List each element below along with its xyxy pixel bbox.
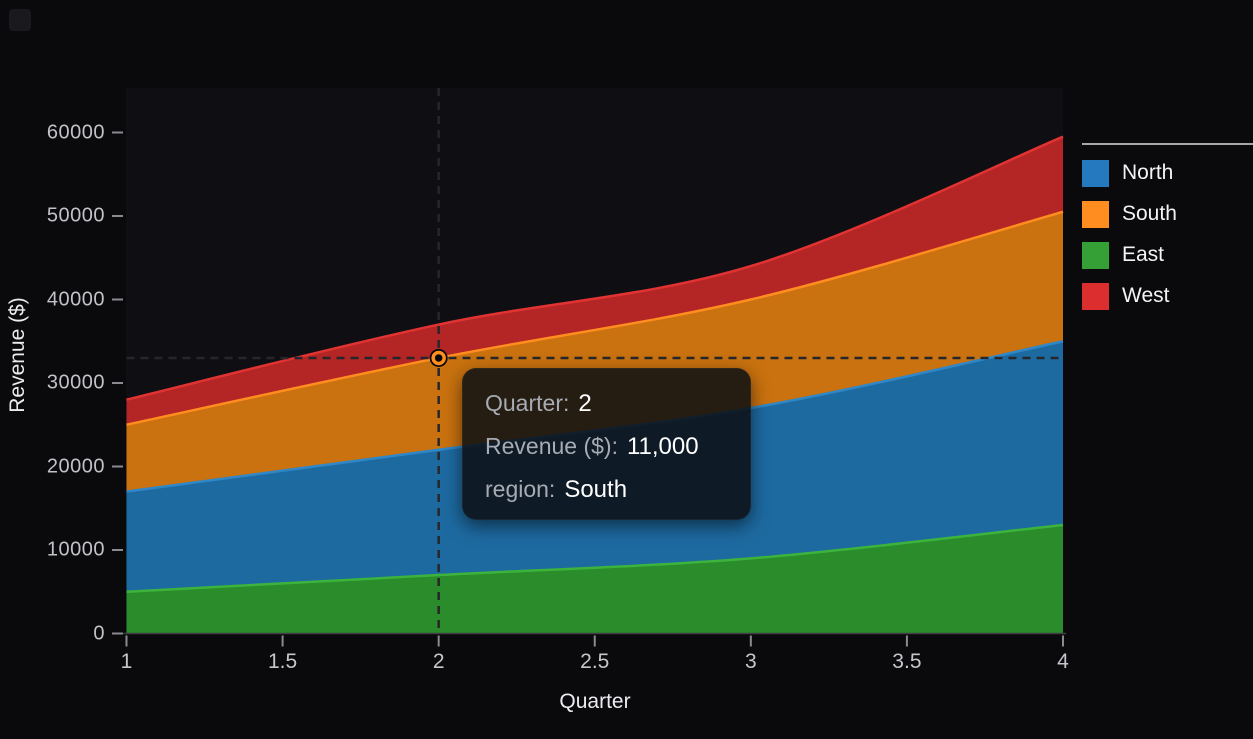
- tooltip-value: South: [564, 475, 628, 503]
- legend-item-north[interactable]: North: [1082, 159, 1253, 187]
- tooltip: Quarter: 2 Revenue ($): 11,000 region: S…: [462, 368, 751, 520]
- legend-label-north: North: [1122, 161, 1174, 184]
- area-line-east: [126, 523, 1064, 593]
- x-tick-label: 4: [1057, 650, 1069, 673]
- legend-label-south: South: [1122, 202, 1177, 225]
- tooltip-row-quarter: Quarter: 2: [485, 382, 750, 425]
- tooltip-label: Quarter:: [485, 390, 570, 416]
- x-tick-label: 2.5: [580, 650, 610, 673]
- x-tick-label: 3: [744, 650, 757, 673]
- x-tick-label: 2: [432, 650, 445, 673]
- x-tick-label: 3.5: [892, 650, 922, 673]
- legend-swatch-south: [1082, 200, 1109, 228]
- tooltip-label: region:: [485, 476, 556, 502]
- legend: North South East West: [1082, 143, 1253, 323]
- y-tick-label: 30000: [46, 371, 105, 394]
- y-tick-label: 50000: [46, 204, 105, 227]
- tooltip-value: 2: [578, 389, 592, 417]
- y-axis-title: Revenue ($): [6, 297, 29, 413]
- y-tick-label: 10000: [46, 538, 105, 561]
- y-tick-label: 40000: [46, 288, 105, 310]
- y-tick-label: 60000: [46, 121, 105, 143]
- x-tick-label: 1.5: [267, 650, 298, 673]
- legend-swatch-north: [1082, 159, 1109, 187]
- area-line-south: [126, 210, 1064, 426]
- area-line-west: [126, 135, 1064, 401]
- y-tick-label: 0: [93, 622, 105, 644]
- tooltip-row-region: region: South: [485, 468, 750, 511]
- x-tick-label: 1: [120, 650, 133, 673]
- legend-label-east: East: [1122, 243, 1165, 266]
- hover-marker: [431, 350, 446, 366]
- legend-label-west: West: [1122, 284, 1170, 307]
- tooltip-value: 11,000: [626, 432, 699, 460]
- legend-swatch-west: [1082, 282, 1109, 310]
- y-tick-label: 20000: [46, 455, 105, 477]
- legend-item-south[interactable]: South: [1082, 200, 1253, 228]
- tooltip-row-revenue: Revenue ($): 11,000: [485, 425, 750, 468]
- legend-item-west[interactable]: West: [1082, 282, 1253, 310]
- tooltip-label: Revenue ($):: [485, 433, 618, 459]
- legend-swatch-east: [1082, 241, 1109, 269]
- legend-item-east[interactable]: East: [1082, 241, 1253, 269]
- x-axis-title: Quarter: [559, 690, 631, 713]
- app-icon[interactable]: [9, 9, 31, 31]
